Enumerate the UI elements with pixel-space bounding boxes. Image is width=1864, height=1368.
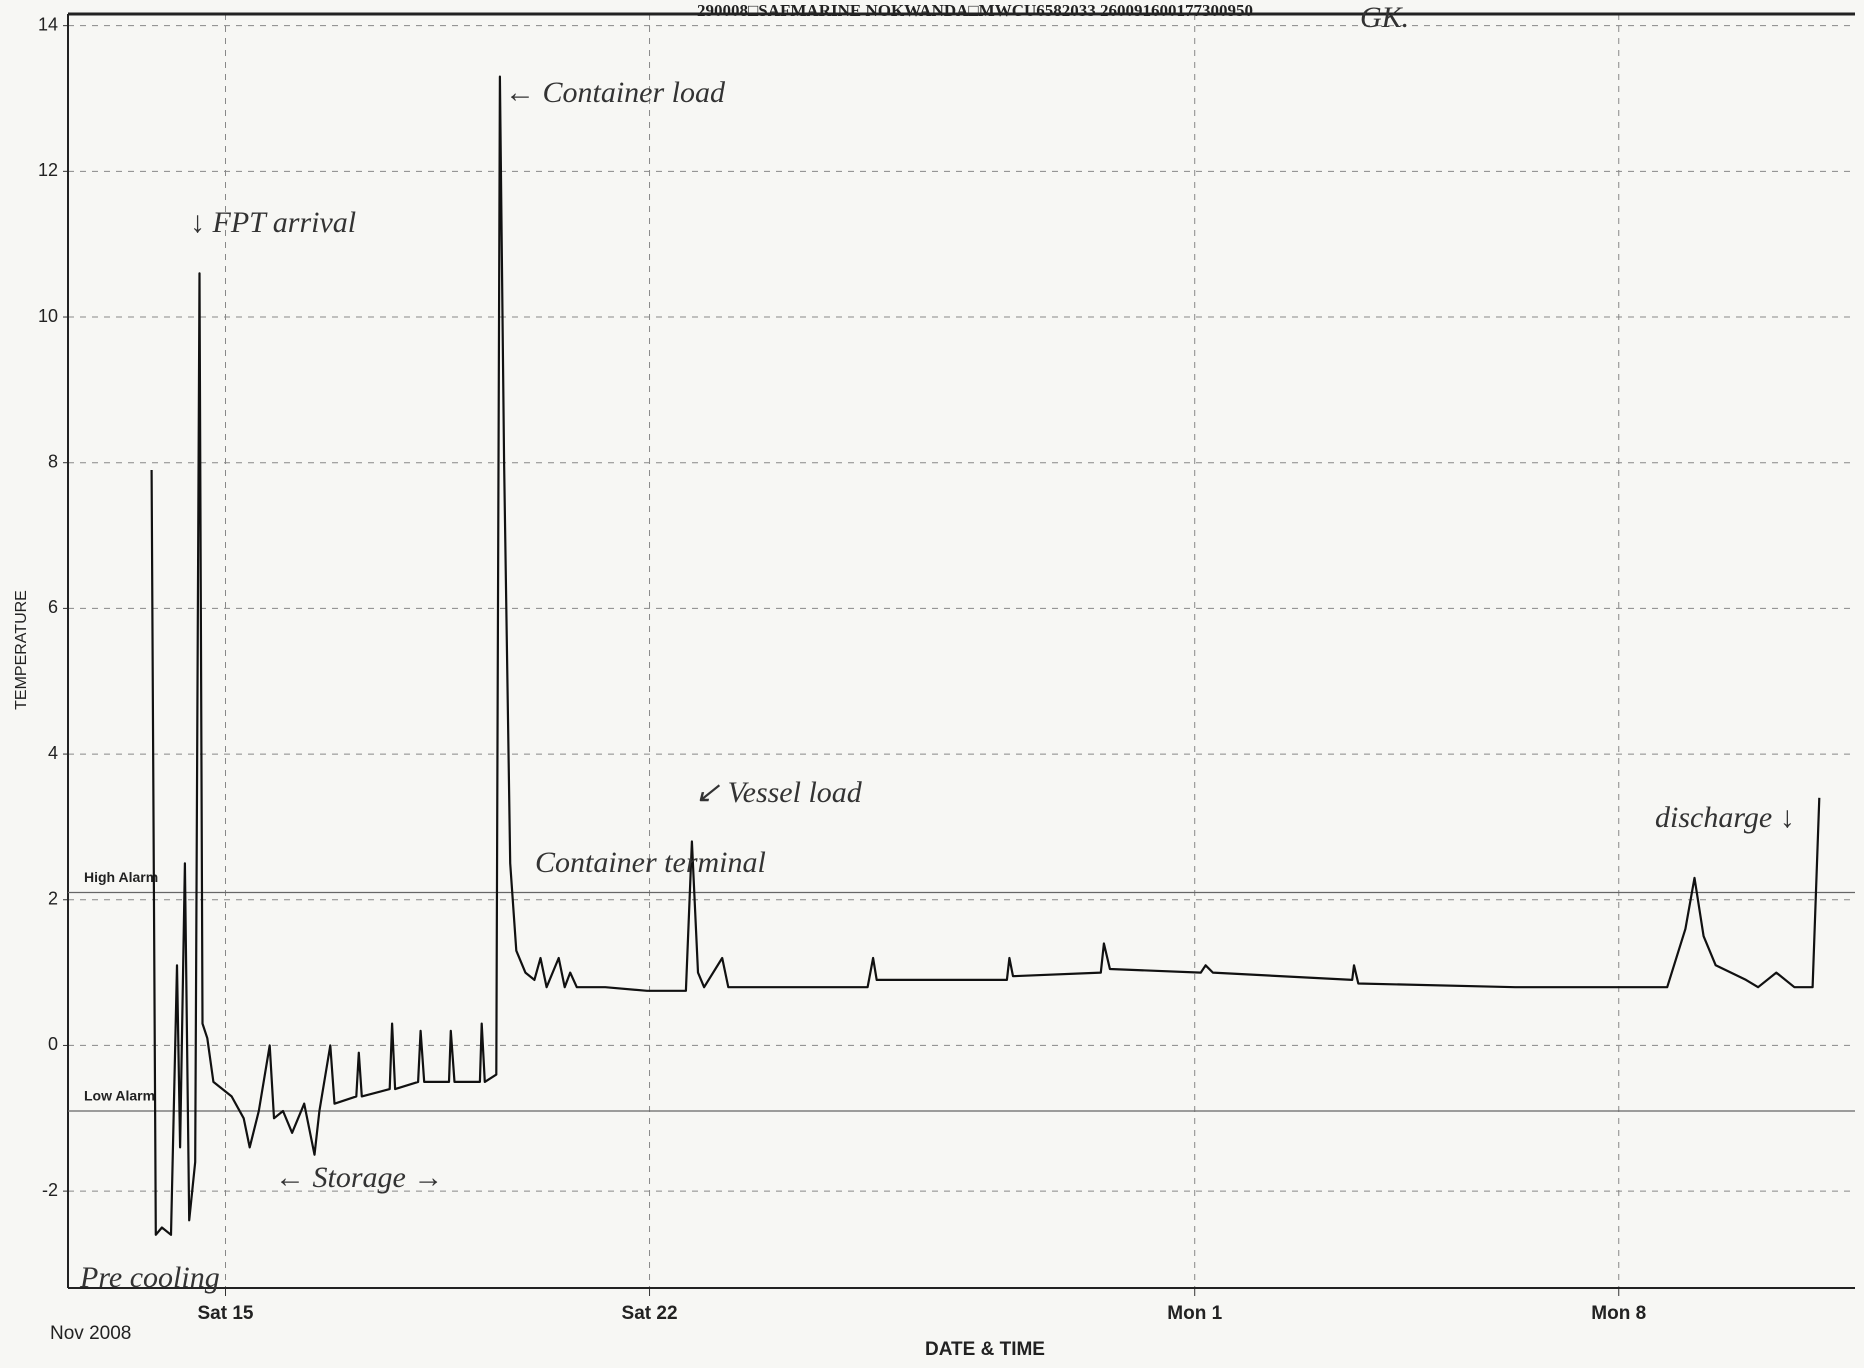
y-tick-label: -2	[42, 1180, 58, 1200]
annotation: Pre cooling	[79, 1261, 220, 1294]
y-axis-label: TEMPERATURE	[13, 590, 30, 710]
annotation: GK.	[1360, 1, 1409, 34]
annotation: ↓ FPT arrival	[190, 206, 356, 239]
annotation: ← Container load	[505, 76, 726, 109]
x-tick-label: Sat 22	[622, 1303, 678, 1324]
x-tick-label: Mon 1	[1167, 1303, 1222, 1324]
annotation: ↙ Vessel load	[695, 776, 863, 809]
annotation: ← Storage →	[275, 1161, 443, 1194]
annotation: discharge ↓	[1655, 801, 1795, 834]
y-tick-label: 4	[48, 743, 58, 763]
y-tick-label: 2	[48, 889, 58, 909]
y-tick-label: 0	[48, 1034, 58, 1054]
x-axis-label: DATE & TIME	[925, 1339, 1045, 1360]
alarm-label: Low Alarm	[84, 1088, 155, 1104]
annotation: Container terminal	[535, 846, 766, 879]
x-tick-label: Mon 8	[1591, 1303, 1646, 1324]
chart-title: 290008□SAFMARINE NOKWANDA□MWCU6582033 26…	[697, 1, 1253, 20]
y-tick-label: 12	[38, 160, 58, 180]
x-origin-label: Nov 2008	[50, 1323, 131, 1344]
data-line	[150, 75, 1821, 1236]
y-tick-label: 8	[48, 451, 58, 471]
x-tick-label: Sat 15	[198, 1303, 254, 1324]
y-tick-label: 14	[38, 14, 58, 34]
y-tick-label: 10	[38, 306, 58, 326]
alarm-label: High Alarm	[84, 869, 158, 885]
y-tick-label: 6	[48, 597, 58, 617]
